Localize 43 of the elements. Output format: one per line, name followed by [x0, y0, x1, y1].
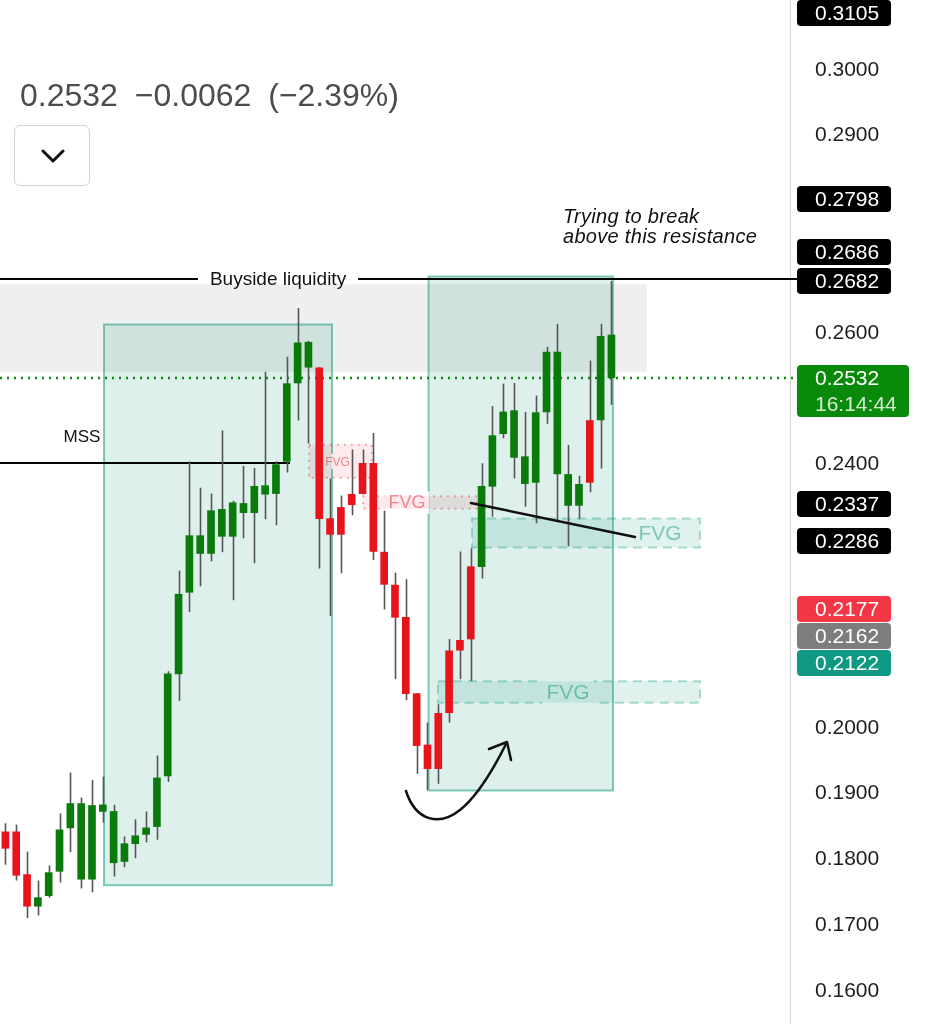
text: 0.2122 [797, 650, 892, 676]
y-tick-label: 0.3000 [815, 56, 880, 80]
text: 16:14:44 [815, 391, 897, 417]
candlestick [1, 822, 10, 866]
text: 0.2532 −0.0062 (−2.39%) [20, 76, 399, 114]
band-label: FVG [325, 454, 350, 469]
y-tick-label: 0.2000 [815, 714, 880, 738]
candlestick [44, 864, 53, 899]
text: 0.2798 [797, 186, 892, 212]
text: 0.2162 [797, 623, 892, 649]
y-tick-label: 0.1800 [815, 846, 880, 870]
candlestick [456, 550, 464, 680]
y-tick-label: 0.2600 [815, 319, 880, 343]
candlestick [98, 775, 107, 824]
band-label: FVG [638, 520, 682, 544]
y-tick-label: 0.1700 [815, 912, 880, 936]
candlestick [499, 382, 508, 440]
text: 0.2177 [797, 596, 892, 622]
annotation: Trying to break above this resistance [563, 205, 758, 247]
text: 0.2682 [797, 268, 892, 294]
candlestick [131, 818, 140, 859]
band-label: FVG [388, 492, 426, 513]
candlestick [239, 465, 248, 540]
y-tick-label: 0.2400 [815, 451, 880, 475]
candlestick [120, 835, 129, 869]
text: 0.3105 [797, 0, 892, 26]
candlestick [196, 486, 205, 588]
text: 0.2686 [797, 239, 892, 265]
candlestick [326, 477, 334, 617]
text: 0.2286 [797, 528, 892, 554]
candlestick [347, 448, 356, 517]
candlestick [575, 475, 583, 521]
candlestick [261, 371, 269, 521]
candlestick [34, 879, 42, 917]
band-label: FVG [546, 679, 590, 703]
ref-line-label: 0.2532 [815, 366, 880, 389]
candlestick [142, 810, 150, 844]
text: 0.2337 [797, 491, 892, 517]
y-tick-label: 0.1600 [815, 977, 880, 1001]
ref-line-label: MSS [63, 426, 101, 446]
ref-line-label: Buyside liquidity [209, 268, 347, 290]
y-tick-label: 0.2900 [815, 122, 880, 146]
y-tick-label: 0.1900 [815, 780, 880, 804]
